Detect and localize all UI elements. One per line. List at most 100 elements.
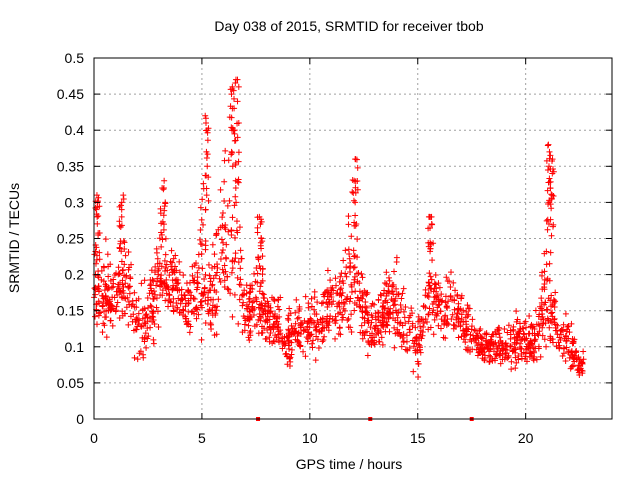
- data-point: [143, 311, 150, 318]
- data-point: [158, 220, 165, 227]
- data-point: [286, 355, 293, 362]
- data-point: [396, 320, 403, 327]
- data-point: [497, 338, 504, 345]
- data-point: [149, 318, 156, 325]
- data-point: [153, 245, 160, 252]
- data-point: [492, 351, 499, 358]
- data-point: [300, 328, 307, 335]
- data-point: [347, 324, 354, 331]
- data-point: [391, 268, 398, 275]
- data-point: [234, 98, 241, 105]
- data-point: [560, 345, 567, 352]
- data-point: [563, 344, 570, 351]
- data-point: [441, 317, 448, 324]
- data-point: [336, 325, 343, 332]
- data-point: [235, 83, 242, 90]
- data-point: [174, 280, 181, 287]
- data-point: [102, 281, 109, 288]
- data-point: [346, 255, 353, 262]
- data-point: [204, 129, 211, 136]
- data-point: [212, 272, 219, 279]
- data-point: [409, 337, 416, 344]
- data-point: [208, 307, 215, 314]
- data-point: [258, 235, 265, 242]
- data-point: [197, 227, 204, 234]
- data-point: [575, 369, 582, 376]
- data-point: [261, 325, 268, 332]
- data-point: [137, 323, 144, 330]
- data-point: [176, 258, 183, 265]
- data-point: [549, 339, 556, 346]
- data-point: [213, 231, 220, 238]
- data-point: [406, 326, 413, 333]
- data-point: [155, 324, 162, 331]
- data-point: [359, 314, 366, 321]
- data-point: [176, 269, 183, 276]
- data-point: [426, 225, 433, 232]
- data-point: [434, 310, 441, 317]
- data-point: [150, 295, 157, 302]
- data-point: [197, 204, 204, 211]
- data-point: [549, 158, 556, 165]
- data-point: [247, 285, 254, 292]
- data-point: [569, 336, 576, 343]
- data-point: [530, 348, 537, 355]
- data-point: [118, 202, 125, 209]
- data-point: [312, 357, 319, 364]
- data-point: [573, 347, 580, 354]
- data-point: [547, 185, 554, 192]
- data-point: [251, 306, 258, 313]
- data-point: [127, 313, 134, 320]
- data-point: [254, 214, 261, 221]
- data-point: [308, 340, 315, 347]
- data-point: [555, 339, 562, 346]
- data-point: [354, 236, 361, 243]
- data-point: [383, 269, 390, 276]
- data-point: [199, 196, 206, 203]
- data-point: [340, 299, 347, 306]
- data-point: [350, 247, 357, 254]
- data-point: [216, 275, 223, 282]
- data-point: [142, 330, 149, 337]
- data-point: [202, 115, 209, 122]
- data-point: [338, 285, 345, 292]
- data-point: [432, 271, 439, 278]
- data-point: [562, 332, 569, 339]
- data-point: [219, 210, 226, 217]
- data-point: [232, 234, 239, 241]
- data-point: [546, 175, 553, 182]
- data-point: [308, 295, 315, 302]
- data-point: [327, 313, 334, 320]
- data-point: [492, 355, 499, 362]
- data-point: [253, 321, 260, 328]
- data-point: [529, 324, 536, 331]
- data-point: [383, 292, 390, 299]
- data-point: [93, 211, 100, 218]
- data-point: [316, 329, 323, 336]
- data-point: [425, 311, 432, 318]
- data-point: [225, 228, 232, 235]
- data-point: [333, 317, 340, 324]
- data-point: [402, 320, 409, 327]
- data-point: [158, 243, 165, 250]
- data-point: [182, 295, 189, 302]
- data-point: [449, 311, 456, 318]
- data-point: [95, 194, 102, 201]
- data-point: [463, 308, 470, 315]
- data-point: [354, 164, 361, 171]
- data-point: [580, 348, 587, 355]
- data-point: [398, 306, 405, 313]
- data-point: [99, 303, 106, 310]
- data-point: [549, 223, 556, 230]
- data-point: [457, 323, 464, 330]
- data-point: [172, 252, 179, 259]
- data-point: [237, 247, 244, 254]
- y-tick-label: 0.45: [57, 86, 84, 102]
- data-point: [391, 324, 398, 331]
- data-point: [390, 291, 397, 298]
- data-point: [486, 358, 493, 365]
- data-point: [391, 301, 398, 308]
- data-point: [159, 292, 166, 299]
- data-point: [325, 327, 332, 334]
